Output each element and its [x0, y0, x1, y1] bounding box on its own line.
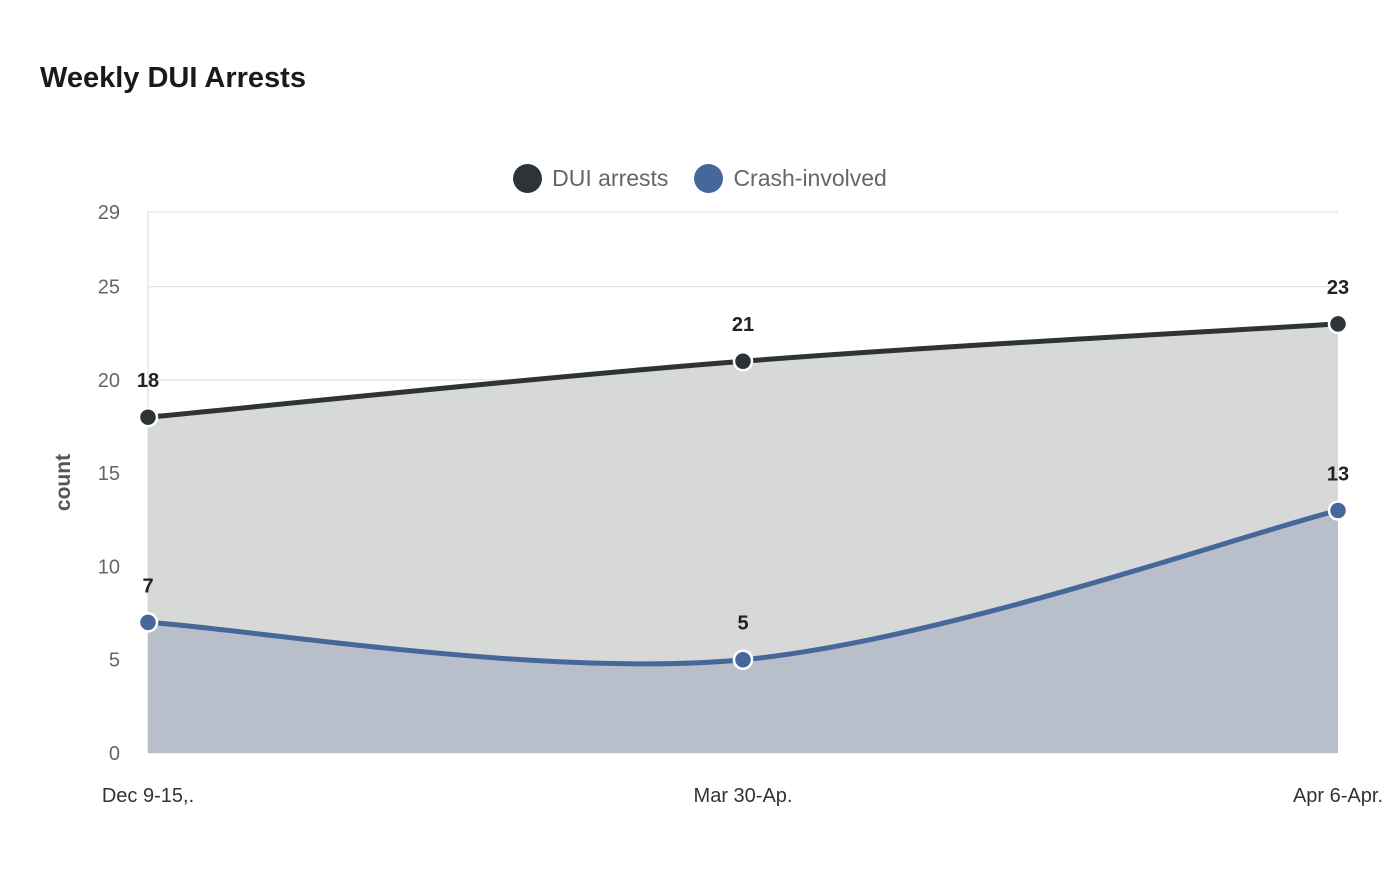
legend-marker-crash-involved [694, 164, 724, 193]
legend-label: Crash-involved [733, 165, 887, 191]
x-tick-label: Dec 9-15,. [102, 785, 194, 807]
y-tick-label: 20 [98, 370, 120, 392]
legend-item-crash-involved[interactable]: Crash-involved [694, 164, 887, 193]
data-point [1327, 313, 1349, 335]
y-tick-label: 29 [98, 202, 120, 224]
data-label: 13 [1327, 463, 1349, 485]
data-point [732, 649, 754, 670]
data-label: 7 [142, 575, 153, 597]
data-point [137, 406, 159, 428]
data-label: 5 [737, 613, 748, 635]
data-point [1327, 500, 1349, 521]
legend-marker-dui-arrests [513, 164, 543, 193]
x-tick-label: Apr 6-Apr. [1293, 785, 1383, 807]
area-1 [148, 510, 1338, 753]
legend-item-dui-arrests[interactable]: DUI arrests [513, 164, 668, 193]
y-tick-label: 0 [109, 743, 120, 765]
y-tick-label: 25 [98, 277, 120, 299]
legend-label: DUI arrests [552, 165, 669, 191]
legend: DUI arrests Crash-involved [0, 164, 1400, 193]
y-tick-label: 15 [98, 463, 120, 485]
y-tick-label: 10 [98, 556, 120, 578]
data-point [137, 612, 159, 633]
chart-title: Weekly DUI Arrests [40, 62, 306, 94]
data-label: 23 [1327, 277, 1349, 299]
data-label: 21 [732, 314, 754, 336]
x-tick-label: Mar 30-Ap. [694, 785, 793, 807]
y-axis-label: count [52, 454, 75, 511]
data-label: 18 [137, 370, 159, 392]
data-point [732, 350, 754, 372]
y-tick-label: 5 [109, 650, 120, 672]
